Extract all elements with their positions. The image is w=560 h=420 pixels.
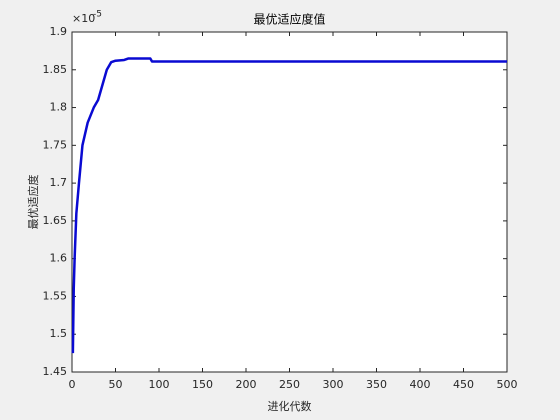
y-axis-label: 最优适应度 [26,175,40,230]
x-tick-label: 450 [453,378,474,391]
x-tick-label: 350 [366,378,387,391]
y-multiplier-exponent: -5 [93,10,102,20]
y-tick-label: 1.45 [43,365,68,378]
y-tick-label: 1.5 [50,327,68,340]
y-tick-label: 1.65 [43,214,68,227]
y-tick-label: 1.8 [50,101,68,114]
x-tick-label: 200 [236,378,257,391]
x-tick-label: 300 [323,378,344,391]
chart-title: 最优适应度值 [253,12,325,27]
x-tick-label: 150 [192,378,213,391]
y-tick-label: 1.6 [50,252,68,265]
y-multiplier-base: ×10 [72,12,95,25]
y-tick-label: 1.75 [43,138,68,151]
y-tick-label: 1.9 [50,25,68,38]
y-tick-label: 1.85 [43,63,68,76]
x-axis-label: 进化代数 [268,399,312,413]
y-tick-label: 1.7 [50,176,68,189]
x-tick-label: 400 [410,378,431,391]
x-tick-label: 0 [69,378,76,391]
x-tick-label: 250 [279,378,300,391]
x-tick-label: 500 [497,378,518,391]
x-tick-label: 100 [149,378,170,391]
axes-box [71,31,508,373]
data-line [71,57,507,354]
plot-area [72,32,507,372]
x-tick-label: 50 [109,378,123,391]
y-tick-label: 1.55 [43,289,68,302]
